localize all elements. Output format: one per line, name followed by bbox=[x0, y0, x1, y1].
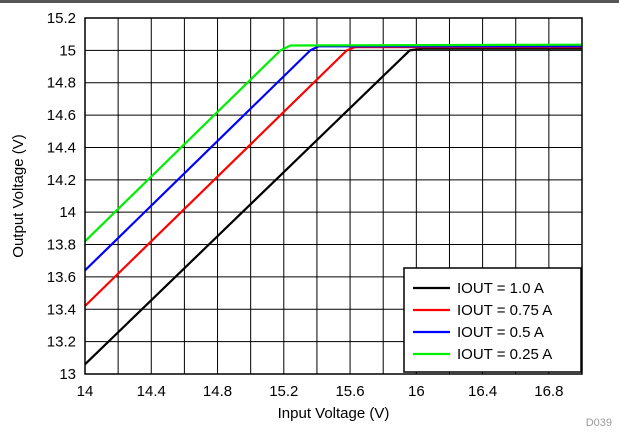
figure-id: D039 bbox=[586, 417, 612, 429]
plot-frame bbox=[84, 17, 583, 375]
x-tick-labels: 14 14.4 14.8 15.2 15.6 16 16.4 16.8 bbox=[77, 383, 564, 400]
y-tick-label: 13.4 bbox=[47, 301, 76, 318]
y-tick-label: 14.2 bbox=[47, 172, 76, 189]
y-axis-label: Output Voltage (V) bbox=[10, 134, 27, 257]
y-tick-label: 15.2 bbox=[47, 10, 76, 27]
y-tick-label: 14.8 bbox=[47, 75, 76, 92]
series-lines bbox=[84, 43, 583, 366]
y-tick-labels: 13 13.2 13.4 13.6 13.8 14 14.2 14.4 14.6 14.8 15 15… bbox=[47, 10, 76, 383]
x-tick-label: 15.2 bbox=[269, 383, 298, 400]
y-tick-label: 15 bbox=[59, 42, 76, 59]
x-axis-label: Input Voltage (V) bbox=[278, 405, 390, 422]
y-tick-label: 13.2 bbox=[47, 334, 76, 351]
x-tick-label: 14.4 bbox=[137, 383, 166, 400]
series-line-1 bbox=[84, 47, 582, 366]
y-tick-label: 14 bbox=[59, 204, 76, 221]
y-tick-label: 14.6 bbox=[47, 107, 76, 124]
series-line-4 bbox=[84, 43, 583, 243]
legend-label: IOUT = 0.5 A bbox=[457, 324, 544, 341]
y-tick-label: 13.6 bbox=[47, 269, 76, 286]
top-border bbox=[0, 0, 619, 3]
legend-label: IOUT = 1.0 A bbox=[457, 280, 544, 297]
series-line-3 bbox=[84, 45, 582, 272]
legend-label: IOUT = 0.75 A bbox=[457, 302, 552, 319]
legend: IOUT = 1.0 A IOUT = 0.75 A IOUT = 0.5 A IOU… bbox=[403, 267, 582, 373]
grid bbox=[85, 18, 582, 374]
y-tick-label: 14.4 bbox=[47, 139, 76, 156]
x-tick-label: 15.6 bbox=[335, 383, 364, 400]
legend-label: IOUT = 0.25 A bbox=[457, 346, 552, 363]
x-tick-label: 16.8 bbox=[534, 383, 563, 400]
x-tick-label: 16 bbox=[408, 383, 425, 400]
y-tick-label: 13.8 bbox=[47, 237, 76, 254]
x-tick-label: 14 bbox=[77, 383, 94, 400]
x-tick-label: 14.8 bbox=[203, 383, 232, 400]
y-tick-label: 13 bbox=[59, 366, 76, 383]
x-tick-label: 16.4 bbox=[468, 383, 497, 400]
